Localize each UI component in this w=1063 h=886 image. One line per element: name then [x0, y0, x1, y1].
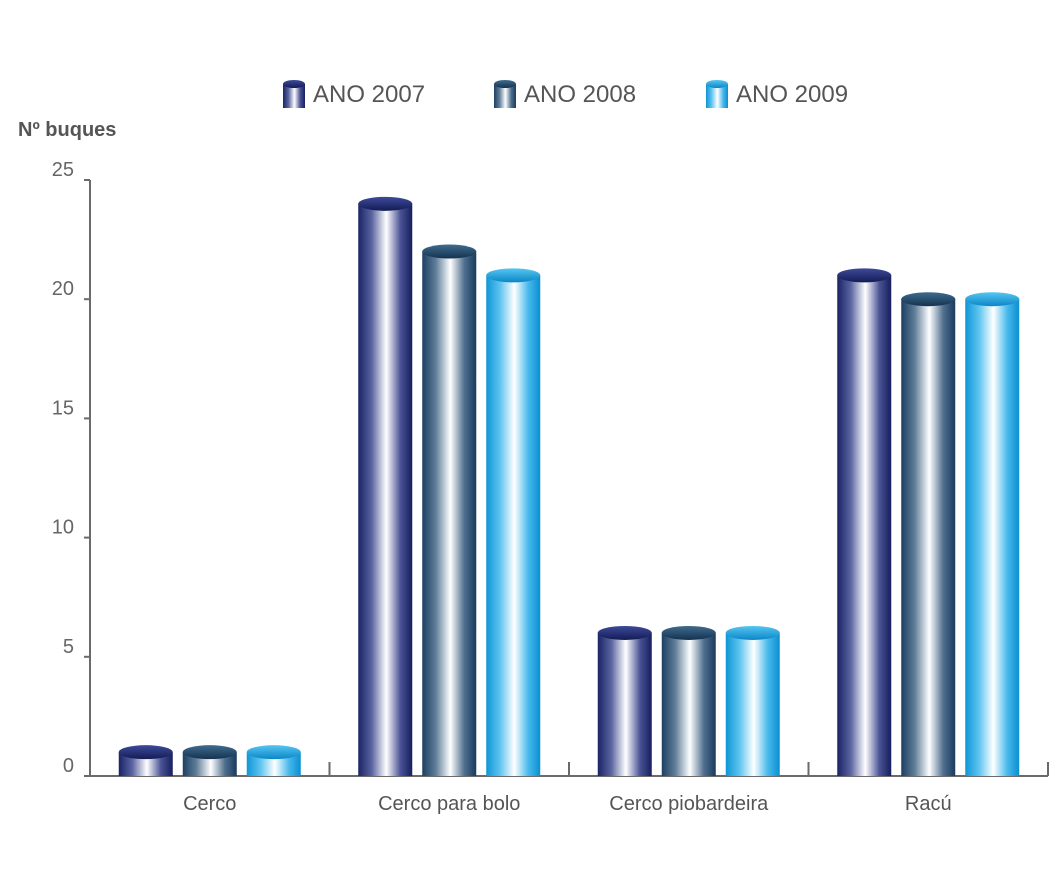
- x-tick-label: Cerco piobardeira: [609, 793, 769, 815]
- bar-cap: [486, 268, 541, 283]
- legend-label: ANO 2009: [736, 81, 848, 108]
- legend-label: ANO 2007: [313, 81, 425, 108]
- legend-label: ANO 2008: [524, 81, 636, 108]
- bar-cap: [725, 625, 780, 640]
- bar: [661, 625, 716, 776]
- legend-swatch: [283, 84, 305, 108]
- axes: 0 5 10 15 20 25 Cerco Cerco para bolo Cerco piob…: [52, 159, 1049, 815]
- x-tick-label: Cerco: [183, 793, 236, 815]
- legend-swatch-cap: [494, 80, 516, 88]
- bar-cap: [965, 292, 1020, 307]
- bar: [118, 745, 173, 776]
- bar-cap: [422, 244, 477, 259]
- bar: [901, 292, 956, 776]
- bar-cap: [837, 268, 892, 283]
- bar: [965, 292, 1020, 776]
- bar-body: [725, 632, 780, 776]
- y-tick-label: 0: [63, 755, 74, 777]
- y-tick-label: 10: [52, 517, 74, 539]
- bar-cap: [661, 625, 716, 640]
- bar: [837, 268, 892, 776]
- bar-body: [358, 203, 413, 777]
- legend-swatch: [494, 84, 516, 108]
- bar-body: [901, 299, 956, 776]
- y-axis-label: Nº buques: [18, 119, 116, 141]
- bar: [597, 625, 652, 776]
- legend-item: ANO 2007: [283, 80, 425, 108]
- y-tick-label: 15: [52, 397, 74, 419]
- bar: [422, 244, 477, 776]
- bar-cap: [182, 745, 237, 760]
- bar-body: [486, 275, 541, 776]
- bars: [118, 196, 1020, 777]
- legend-swatch-cap: [706, 80, 728, 88]
- bar: [182, 745, 237, 776]
- x-tick-label: Cerco para bolo: [378, 793, 520, 815]
- bar-body: [422, 251, 477, 776]
- legend-swatch-cap: [283, 80, 305, 88]
- legend-item: ANO 2009: [706, 80, 848, 108]
- bar-cap: [358, 196, 413, 211]
- bar: [725, 625, 780, 776]
- bar-body: [597, 632, 652, 776]
- bar-cap: [597, 625, 652, 640]
- bar: [486, 268, 541, 776]
- bar-cap: [901, 292, 956, 307]
- y-tick-label: 5: [63, 636, 74, 658]
- bar-cap: [246, 745, 301, 760]
- bar-body: [965, 299, 1020, 776]
- y-tick-label: 20: [52, 278, 74, 300]
- legend-swatch: [706, 84, 728, 108]
- legend-item: ANO 2008: [494, 80, 636, 108]
- bar-cap: [118, 745, 173, 760]
- bar: [358, 196, 413, 777]
- x-tick-label: Racú: [905, 793, 952, 815]
- bar-body: [837, 275, 892, 776]
- bar-body: [661, 632, 716, 776]
- y-tick-label: 25: [52, 159, 74, 181]
- legend: ANO 2007 ANO 2008 ANO 2009: [283, 80, 848, 108]
- bar: [246, 745, 301, 776]
